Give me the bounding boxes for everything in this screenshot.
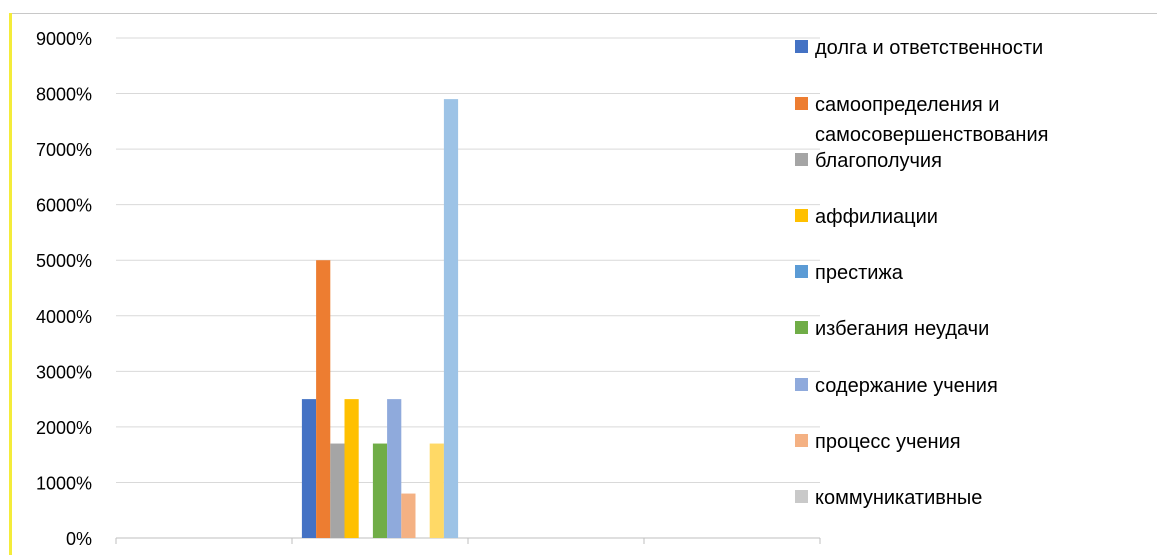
y-tick-label: 1000%: [36, 473, 92, 493]
legend-swatch: [795, 97, 808, 110]
y-tick-label: 8000%: [36, 85, 92, 105]
bar: [387, 399, 401, 538]
legend-swatch: [795, 153, 808, 166]
y-tick-label: 2000%: [36, 418, 92, 438]
legend-swatch: [795, 378, 808, 391]
legend-label: содержание учения: [815, 375, 998, 397]
y-tick-label: 0%: [66, 529, 92, 549]
legend-label: избегания неудачи: [815, 318, 989, 340]
bar: [430, 444, 444, 538]
y-tick-label: 5000%: [36, 251, 92, 271]
bar: [316, 260, 330, 538]
bar: [330, 444, 344, 538]
y-tick-label: 6000%: [36, 196, 92, 216]
legend-label: процесс учения: [815, 431, 961, 453]
legend-label: долга и ответственности: [815, 37, 1043, 59]
bar: [345, 399, 359, 538]
bar: [401, 494, 415, 538]
legend-swatch: [795, 265, 808, 278]
legend-label: престижа: [815, 262, 904, 284]
bar: [373, 444, 387, 538]
bar: [444, 99, 458, 538]
bar: [302, 399, 316, 538]
y-tick-label: 3000%: [36, 362, 92, 382]
legend-swatch: [795, 434, 808, 447]
legend-label: благополучия: [815, 150, 942, 172]
legend-label: самоопределения и: [815, 94, 999, 116]
legend-label: самосовершенствования: [815, 124, 1048, 146]
legend-swatch: [795, 490, 808, 503]
y-tick-label: 9000%: [36, 29, 92, 49]
legend-swatch: [795, 321, 808, 334]
legend-label: коммуникативные: [815, 487, 982, 509]
legend-swatch: [795, 40, 808, 53]
y-tick-label: 7000%: [36, 140, 92, 160]
legend-swatch: [795, 209, 808, 222]
legend-label: аффилиации: [815, 206, 938, 228]
left-accent-bar: [9, 13, 12, 555]
y-tick-label: 4000%: [36, 307, 92, 327]
